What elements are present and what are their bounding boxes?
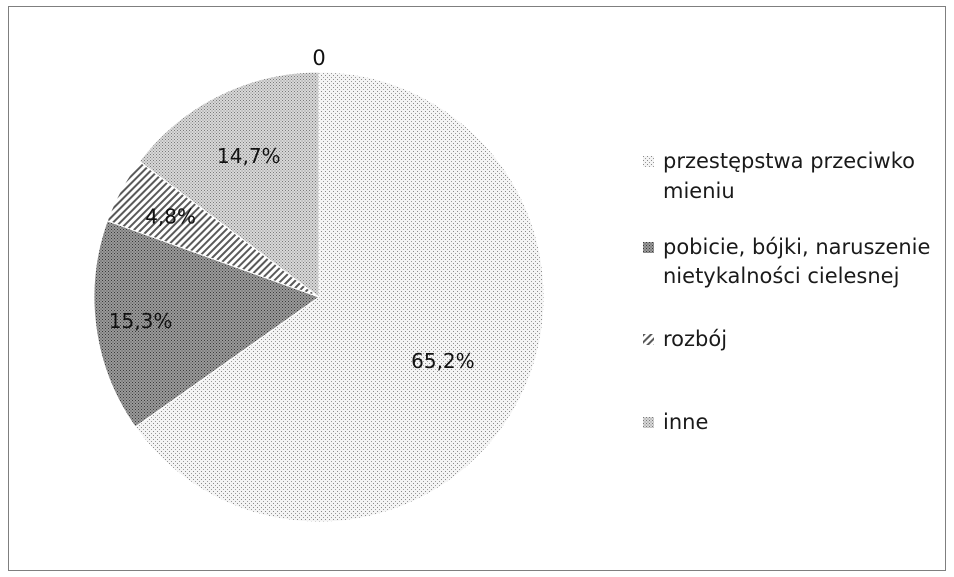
legend-label-mienie: przestępstwa przeciwko mieniu [663,149,915,203]
label-pobicie: 15,3% [109,309,173,333]
legend-swatch-inne [643,417,654,429]
legend-item-pobicie: pobicie, bójki, naruszenie nietykalności… [643,233,943,293]
legend-swatch-mienie [643,156,654,167]
legend-item-mienie: przestępstwa przeciwko mieniu [643,147,943,207]
label-inne: 14,7% [217,144,281,168]
legend-item-inne: inne [643,408,943,438]
legend-label-inne: inne [663,410,709,435]
chart-frame: 65,2% 15,3% 4,8% 14,7% 0 przestępstwa przec… [8,6,946,571]
legend-label-pobicie: pobicie, bójki, naruszenie nietykalności… [663,234,931,289]
legend-label-rozboj: rozbój [663,327,728,352]
legend-swatch-rozboj [643,334,654,346]
label-mienie: 65,2% [411,349,475,373]
chart-legend: przestępstwa przeciwko mieniu pobicie, b… [643,147,943,438]
legend-swatch-pobicie [643,241,654,253]
legend-item-rozboj: rozbój [643,325,943,355]
slice-inne [138,71,320,299]
slice-mienie [134,71,545,523]
pie-chart: 65,2% 15,3% 4,8% 14,7% 0 [93,46,545,523]
slice-pobicie [93,220,321,428]
pie-slices [93,71,545,523]
label-rozboj: 4,8% [145,205,196,229]
pie-top-label: 0 [312,46,325,70]
pie-data-labels: 65,2% 15,3% 4,8% 14,7% [109,144,475,373]
